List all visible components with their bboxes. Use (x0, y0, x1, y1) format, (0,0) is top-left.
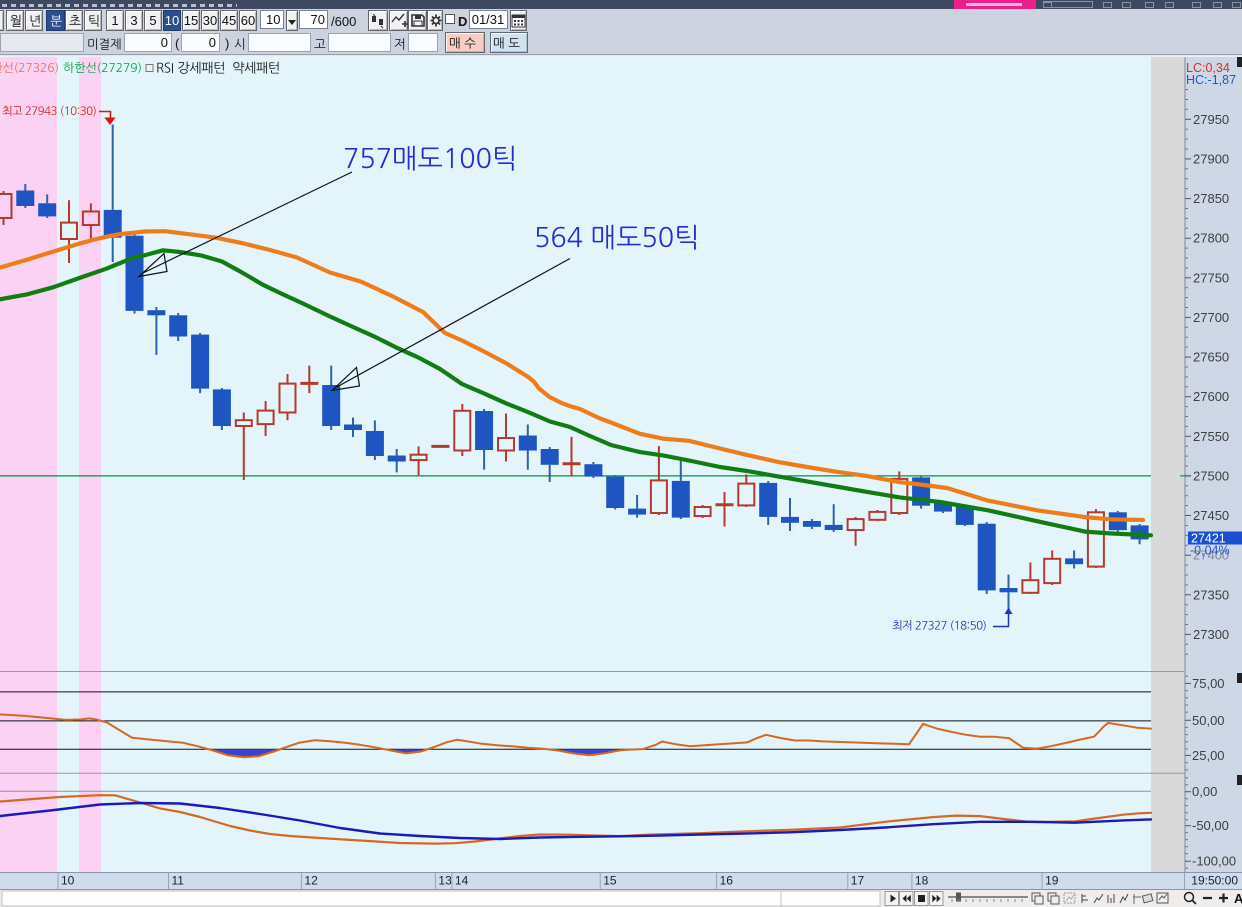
svg-text:27700: 27700 (1193, 310, 1229, 325)
svg-text:17: 17 (851, 874, 865, 888)
svg-text:27400: 27400 (1193, 548, 1229, 563)
svg-text:27600: 27600 (1193, 389, 1229, 404)
svg-text:27450: 27450 (1193, 508, 1229, 523)
svg-text:27421: 27421 (1191, 532, 1226, 546)
svg-text:15: 15 (603, 874, 617, 888)
svg-text:11: 11 (172, 874, 185, 888)
svg-text:LC:0,34: LC:0,34 (1186, 61, 1230, 75)
svg-text:-100,00: -100,00 (1192, 854, 1236, 869)
svg-text:27350: 27350 (1193, 587, 1229, 602)
svg-text:25,00: 25,00 (1192, 748, 1225, 763)
svg-text:27300: 27300 (1193, 627, 1229, 642)
svg-text:27750: 27750 (1193, 270, 1229, 285)
svg-text:HC:-1,87: HC:-1,87 (1186, 73, 1236, 87)
svg-text:27650: 27650 (1193, 350, 1229, 365)
svg-text:-50,00: -50,00 (1192, 818, 1229, 833)
svg-text:13: 13 (438, 874, 452, 888)
svg-text:27800: 27800 (1193, 231, 1229, 246)
svg-text:A: A (1234, 891, 1242, 906)
svg-text:-0,04%: -0,04% (1190, 544, 1230, 558)
svg-text:19:50:00: 19:50:00 (1191, 874, 1238, 888)
svg-text:27500: 27500 (1193, 468, 1229, 483)
svg-text:0,00: 0,00 (1192, 784, 1217, 799)
svg-text:19: 19 (1045, 874, 1059, 888)
svg-text:12: 12 (304, 874, 318, 888)
svg-text:27850: 27850 (1193, 191, 1229, 206)
svg-text:27900: 27900 (1193, 151, 1229, 166)
svg-text:27550: 27550 (1193, 429, 1229, 444)
svg-text:50,00: 50,00 (1192, 713, 1225, 728)
svg-text:14: 14 (455, 874, 469, 888)
svg-text:16: 16 (720, 874, 734, 888)
svg-text:18: 18 (915, 874, 929, 888)
svg-text:10: 10 (61, 874, 75, 888)
svg-text:27950: 27950 (1193, 112, 1229, 127)
svg-text:75,00: 75,00 (1192, 676, 1225, 691)
